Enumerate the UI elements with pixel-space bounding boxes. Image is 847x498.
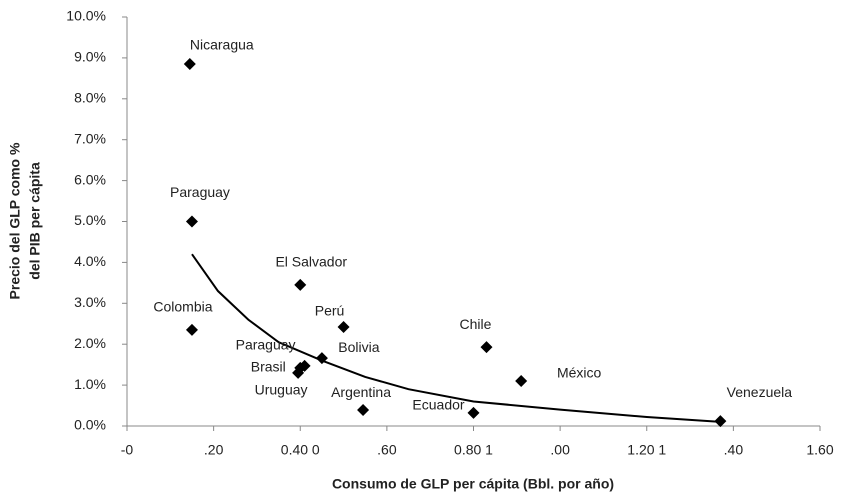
data-point [714,415,727,428]
point-label: Argentina [331,384,391,400]
x-tick-label: -0 [121,442,134,458]
y-tick-label: 6.0% [74,171,106,187]
point-label: Paraguay [236,337,296,353]
data-point [183,58,196,71]
point-label: Bolivia [338,339,379,355]
point-label: Uruguay [255,382,308,398]
point-label: México [557,365,602,381]
y-tick-label: 1.0% [74,376,106,392]
x-tick-label: 0.40 0 [281,442,320,458]
x-tick-label: .40 [724,442,744,458]
trendline [191,253,721,423]
data-point [315,352,328,365]
data-point [357,404,370,417]
data-point [185,323,198,336]
point-label: Nicaragua [190,37,254,53]
point-label: Chile [460,316,492,332]
data-point [185,215,198,228]
y-tick-label: 9.0% [74,49,106,65]
y-tick-label: 0.0% [74,417,106,433]
y-tick-label: 4.0% [74,253,106,269]
x-tick-label: .00 [550,442,570,458]
point-label: El Salvador [275,254,347,270]
x-tick-label: 1.60 [806,442,833,458]
y-tick-label: 10.0% [66,8,106,24]
y-tick-label: 3.0% [74,294,106,310]
point-label: Brasil [251,359,286,375]
x-tick-label: 1.20 1 [627,442,666,458]
point-label: Colombia [153,299,212,315]
point-label: Paraguay [170,184,230,200]
point-label: Venezuela [727,384,793,400]
y-tick-label: 2.0% [74,335,106,351]
x-axis-title: Consumo de GLP per cápita (Bbl. por año) [332,476,614,492]
data-point [294,278,307,291]
data-point [467,406,480,419]
point-label: Ecuador [412,397,464,413]
data-point [337,321,350,334]
y-tick-label: 8.0% [74,90,106,106]
data-point [515,375,528,388]
y-axis-title: Precio del GLP como % [7,142,23,299]
x-tick-label: 0.80 1 [454,442,493,458]
x-tick-label: .60 [377,442,397,458]
data-point [292,366,305,379]
y-axis-title: del PIB per cápita [27,162,43,280]
point-label: Perú [315,303,345,319]
data-point [480,341,493,354]
y-tick-label: 5.0% [74,212,106,228]
x-tick-label: .20 [204,442,224,458]
y-tick-label: 7.0% [74,130,106,146]
